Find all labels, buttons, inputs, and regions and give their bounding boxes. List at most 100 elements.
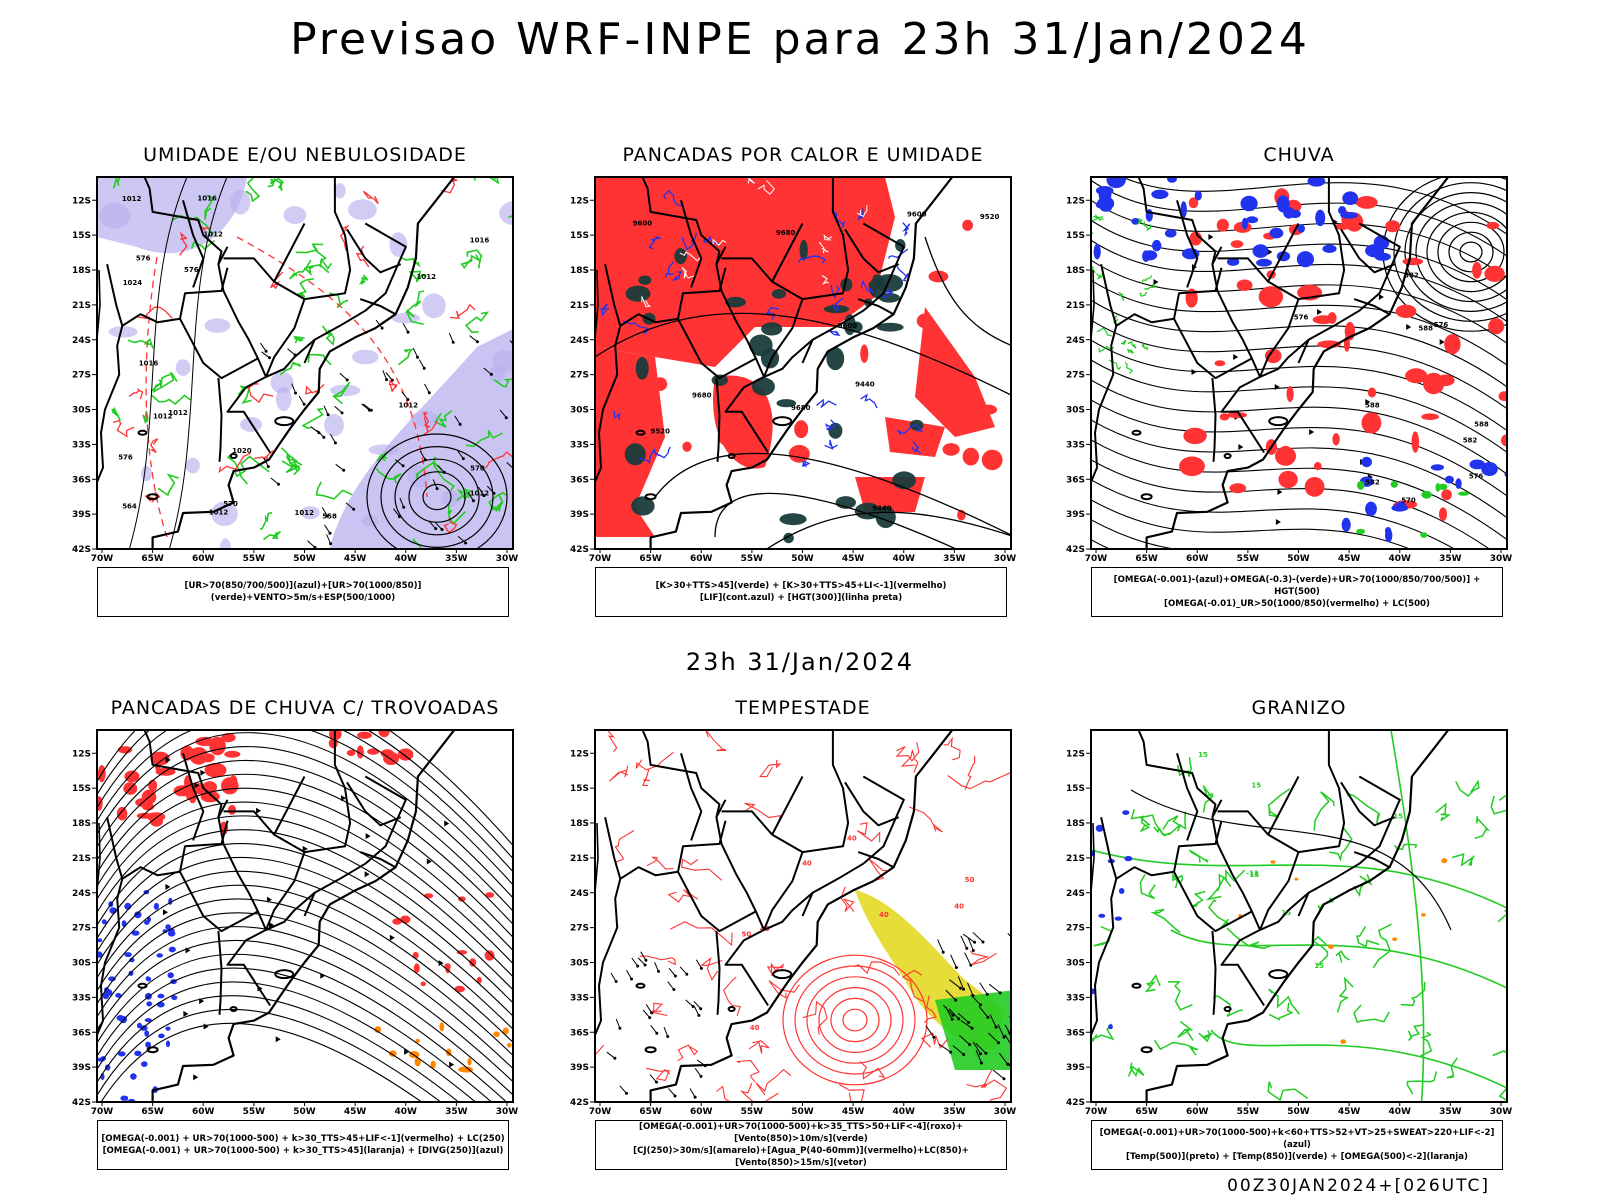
contour-label: 588 xyxy=(1474,420,1489,428)
precip-area-red xyxy=(1405,368,1428,384)
coastline xyxy=(151,177,456,549)
precip-area-red xyxy=(1226,412,1247,419)
wind-vector xyxy=(509,340,513,345)
lon-label: 55W xyxy=(741,1107,764,1117)
lake-outline xyxy=(1268,969,1289,980)
divergence-area-blue xyxy=(136,1022,143,1029)
instability-blob xyxy=(653,377,668,391)
streamline-arrow xyxy=(1233,354,1239,360)
wind-vector-head xyxy=(636,964,640,968)
panel-title: PANCADAS POR CALOR E UMIDADE xyxy=(622,144,984,166)
lifted-index-contour xyxy=(896,265,909,282)
temp850-contour xyxy=(1406,1071,1438,1095)
humidity-blob xyxy=(368,444,399,456)
border-line xyxy=(303,222,407,364)
humidity-contour-green xyxy=(434,410,453,428)
wind-vector xyxy=(1007,1030,1011,1038)
storm-area-red xyxy=(124,770,140,783)
wind-vector-head xyxy=(971,994,975,998)
contour-label: 1012 xyxy=(295,509,315,517)
temp850-contour xyxy=(1153,1039,1199,1056)
border-line xyxy=(223,177,352,301)
streamline xyxy=(97,801,513,965)
wind-vector xyxy=(695,959,702,969)
wind-vector xyxy=(989,1014,997,1028)
streamline-arrow xyxy=(444,820,450,827)
thermal-contour xyxy=(920,1032,949,1049)
thickness-contour-red xyxy=(423,420,438,436)
legend-line: [OMEGA(-0.001) + UR>70(1000-500) + k>30_… xyxy=(102,1146,504,1156)
wind-vector-head xyxy=(277,482,280,486)
temp850-contour xyxy=(1353,874,1373,898)
wind-vector-head xyxy=(950,1017,954,1021)
lake-outline xyxy=(146,1046,159,1054)
precip-area-red xyxy=(1402,257,1424,266)
lon-label: 30W xyxy=(994,1107,1017,1117)
contour-label: 1012 xyxy=(203,230,223,238)
border-line xyxy=(106,816,181,880)
wind-vector-head xyxy=(672,988,676,991)
contour-label: 9440 xyxy=(855,381,875,389)
humidity-contour-green xyxy=(150,394,191,406)
geopotential-closed xyxy=(1404,192,1507,312)
wind-vector xyxy=(640,951,647,961)
precip-area-blue xyxy=(1106,177,1126,189)
geopotential-line xyxy=(924,236,1011,346)
wind-vector xyxy=(361,403,370,411)
white-gap xyxy=(823,234,833,241)
lon-label: 60W xyxy=(690,554,713,564)
instability-blob xyxy=(662,239,672,254)
wind-vector-head xyxy=(1014,1074,1017,1077)
kindex-area-dark xyxy=(876,322,904,332)
humidity-blob xyxy=(283,206,307,225)
kindex-area-dark xyxy=(631,496,655,516)
border-line xyxy=(1100,816,1175,880)
divergence-area-blue xyxy=(158,1033,165,1039)
instability-blob xyxy=(788,444,810,463)
contour-label: 9520 xyxy=(651,428,671,436)
wind-vector-head xyxy=(997,1041,1000,1045)
border-line xyxy=(1259,339,1310,378)
hail-area-blue xyxy=(1114,916,1122,921)
thickness-contour-red xyxy=(248,383,274,404)
precip-area-red xyxy=(1236,279,1253,291)
contour-label: 9520 xyxy=(980,213,1000,221)
precip-area-blue xyxy=(1256,258,1272,267)
streamline xyxy=(1091,439,1507,541)
kindex-area-dark xyxy=(674,248,687,265)
border-line xyxy=(763,892,814,931)
wind-vector xyxy=(456,450,464,459)
lat-label: 33S xyxy=(1066,993,1085,1003)
wind-vector xyxy=(483,367,492,375)
weather-map: 404040505040404012S15S18S21S24S27S30S33S… xyxy=(570,729,1016,1117)
lon-label: 40W xyxy=(893,554,916,564)
lon-label: 35W xyxy=(1439,554,1462,564)
lat-label: 18S xyxy=(72,266,91,276)
wind-vector-head xyxy=(998,991,1002,995)
instability-blob xyxy=(942,443,960,456)
storm-area-red xyxy=(458,896,466,902)
streamline xyxy=(1091,379,1507,475)
wind-vector-head xyxy=(697,1013,701,1017)
wind-vector-head xyxy=(390,378,394,382)
border-line xyxy=(801,775,905,917)
thermal-contour xyxy=(677,1044,699,1062)
wind-vector-head xyxy=(1016,942,1019,945)
lon-label: 35W xyxy=(943,554,966,564)
lat-label: 30S xyxy=(570,406,589,416)
kindex-area-dark xyxy=(799,239,808,261)
precip-area-blue xyxy=(1469,459,1485,470)
border-line xyxy=(1259,851,1300,931)
wind-vector-head xyxy=(954,998,958,1002)
kindex-area-dark xyxy=(776,399,797,408)
streamline xyxy=(97,953,508,1102)
wind-vector-head xyxy=(401,464,405,468)
humidity-blob xyxy=(352,349,379,365)
main-title: Previsao WRF-INPE para 23h 31/Jan/2024 xyxy=(290,14,1310,65)
wind-vector-head xyxy=(655,1080,658,1084)
wind-vector xyxy=(287,348,296,356)
temp850-contour xyxy=(1208,899,1230,929)
humidity-contour-green xyxy=(406,309,424,326)
precip-area-green xyxy=(1390,480,1398,488)
contour-label: 582 xyxy=(1404,272,1419,280)
